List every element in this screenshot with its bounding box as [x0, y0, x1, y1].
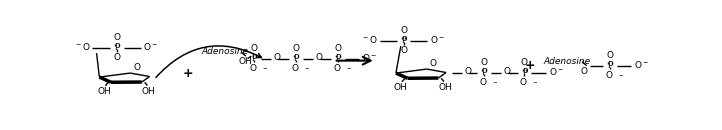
Text: OH: OH	[438, 83, 452, 92]
Text: O: O	[521, 58, 528, 67]
Text: OH: OH	[97, 87, 111, 96]
Text: O: O	[606, 71, 612, 80]
Text: Adenosine: Adenosine	[544, 57, 591, 66]
Text: O: O	[292, 44, 300, 53]
Text: O: O	[334, 64, 341, 73]
Text: O: O	[113, 33, 121, 42]
Text: O$^-$: O$^-$	[634, 59, 649, 70]
Text: P: P	[607, 61, 613, 70]
Text: OH: OH	[239, 57, 253, 66]
Text: $^-$: $^-$	[491, 79, 498, 88]
Text: O: O	[606, 51, 614, 60]
Text: OH: OH	[142, 87, 155, 96]
Text: O: O	[400, 26, 407, 35]
Text: $^-$: $^-$	[261, 65, 268, 74]
Text: Adenosine: Adenosine	[201, 47, 248, 56]
Text: O$^-$: O$^-$	[549, 66, 564, 77]
Text: O: O	[133, 63, 140, 72]
Text: O: O	[580, 67, 588, 76]
Text: O$^-$: O$^-$	[144, 41, 158, 52]
Text: P: P	[482, 68, 487, 77]
Text: OH: OH	[394, 83, 408, 92]
Text: $^-$: $^-$	[617, 72, 624, 81]
Text: O$^-$: O$^-$	[430, 34, 445, 45]
Text: P: P	[114, 43, 120, 52]
Text: O: O	[503, 67, 510, 76]
Text: P: P	[401, 36, 406, 45]
Text: +: +	[183, 67, 193, 80]
Text: O: O	[400, 46, 407, 55]
Text: P: P	[293, 54, 299, 63]
Text: O: O	[251, 44, 258, 53]
Text: P: P	[251, 54, 257, 63]
Text: O: O	[479, 78, 487, 87]
Text: P: P	[336, 54, 341, 63]
Text: O: O	[520, 78, 527, 87]
Text: O: O	[250, 64, 256, 73]
Text: $^-$: $^-$	[303, 65, 310, 74]
Text: O: O	[334, 44, 342, 53]
Text: $^-$: $^-$	[531, 79, 539, 88]
Text: $^-$: $^-$	[345, 65, 352, 74]
Text: O: O	[481, 58, 487, 67]
Text: O: O	[316, 53, 322, 62]
Text: +: +	[524, 59, 535, 72]
Text: O: O	[113, 53, 121, 62]
Text: O: O	[464, 67, 471, 76]
Text: O: O	[430, 59, 437, 68]
Text: O: O	[292, 64, 298, 73]
Text: O$^-$: O$^-$	[362, 52, 377, 63]
Text: $^-$O: $^-$O	[361, 34, 378, 45]
Text: O: O	[273, 53, 280, 62]
Text: P: P	[522, 68, 527, 77]
Text: $^-$O: $^-$O	[74, 41, 90, 52]
